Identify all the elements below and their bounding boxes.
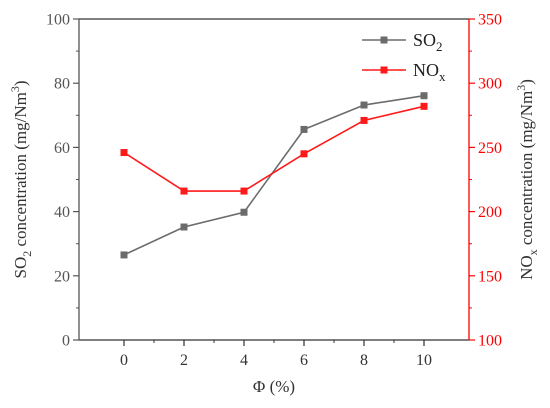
y-right-tick-label: 300 (478, 76, 502, 93)
y-right-title-part: ) (517, 79, 536, 85)
so2-data-point (120, 251, 128, 259)
y-left-tick-label: 40 (54, 204, 70, 221)
nox-legend-sub: x (439, 69, 446, 84)
so2-legend-sub: 2 (436, 39, 443, 54)
legend: SO2 NOx (362, 30, 446, 84)
nox-data-point (360, 116, 368, 124)
y-right-title-part: NO (517, 255, 536, 280)
y-right-tick-label: 200 (478, 204, 502, 221)
y-right-tick-label: 100 (478, 333, 502, 350)
y-left-title-part: concentration (mg/Nm (11, 92, 30, 251)
so2-data-point (420, 92, 428, 100)
y-right-title-sub: x (526, 249, 540, 255)
y-left-tick-label: 60 (54, 140, 70, 157)
nox-legend-base: NO (413, 60, 439, 80)
x-tick-label: 8 (360, 352, 368, 369)
nox-legend-label: NOx (413, 60, 446, 84)
nox-data-point (300, 150, 308, 158)
x-tick-label: 2 (180, 352, 188, 369)
y-left-title-sub: 2 (20, 251, 34, 257)
y-left-tick-label: 100 (46, 12, 70, 29)
nox-data-point (180, 187, 188, 195)
so2-data-point (360, 101, 368, 109)
y-left-tick-label: 0 (62, 333, 70, 350)
nox-data-point (420, 102, 428, 110)
so2-data-point (240, 208, 248, 216)
so2-legend-marker (380, 36, 388, 44)
x-tick-label: 0 (120, 352, 128, 369)
nox-data-point (120, 149, 128, 157)
so2-series-line (123, 94, 425, 256)
y-left-title-sup: 3 (8, 86, 22, 92)
y-right-tick-label: 350 (478, 12, 502, 29)
y-left-tick-label: 20 (54, 268, 70, 285)
nox-data-point (240, 187, 248, 195)
y-left-tick-label: 80 (54, 76, 70, 93)
so2-legend-label: SO2 (413, 30, 443, 54)
y-right-axis-title: NOx concentration (mg/Nm3) (514, 79, 540, 280)
nox-series-line (123, 105, 425, 192)
y-left-axis-title: SO2 concentration (mg/Nm3) (8, 80, 34, 278)
so2-legend-base: SO (413, 30, 436, 50)
x-axis-title: Φ (%) (253, 377, 295, 396)
so2-data-point (300, 125, 308, 133)
nox-legend-marker (380, 66, 388, 74)
y-left-title-part: SO (11, 257, 30, 279)
y-right-tick-label: 250 (478, 140, 502, 157)
y-left-title-part: ) (11, 80, 30, 86)
so2-data-point (180, 223, 188, 231)
x-tick-label: 6 (300, 352, 308, 369)
y-right-title-sup: 3 (514, 85, 528, 91)
y-right-title-part: concentration (mg/Nm (517, 91, 536, 250)
x-tick-label: 4 (240, 352, 248, 369)
x-tick-label: 10 (416, 352, 432, 369)
y-right-tick-label: 150 (478, 268, 502, 285)
